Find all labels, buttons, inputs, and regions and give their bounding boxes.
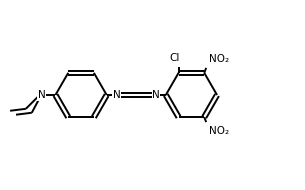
Text: N: N: [38, 90, 45, 100]
Text: N: N: [152, 90, 160, 100]
Text: N: N: [113, 90, 120, 100]
Text: NO₂: NO₂: [209, 54, 229, 64]
Text: NO₂: NO₂: [209, 126, 229, 136]
Text: Cl: Cl: [170, 53, 180, 63]
